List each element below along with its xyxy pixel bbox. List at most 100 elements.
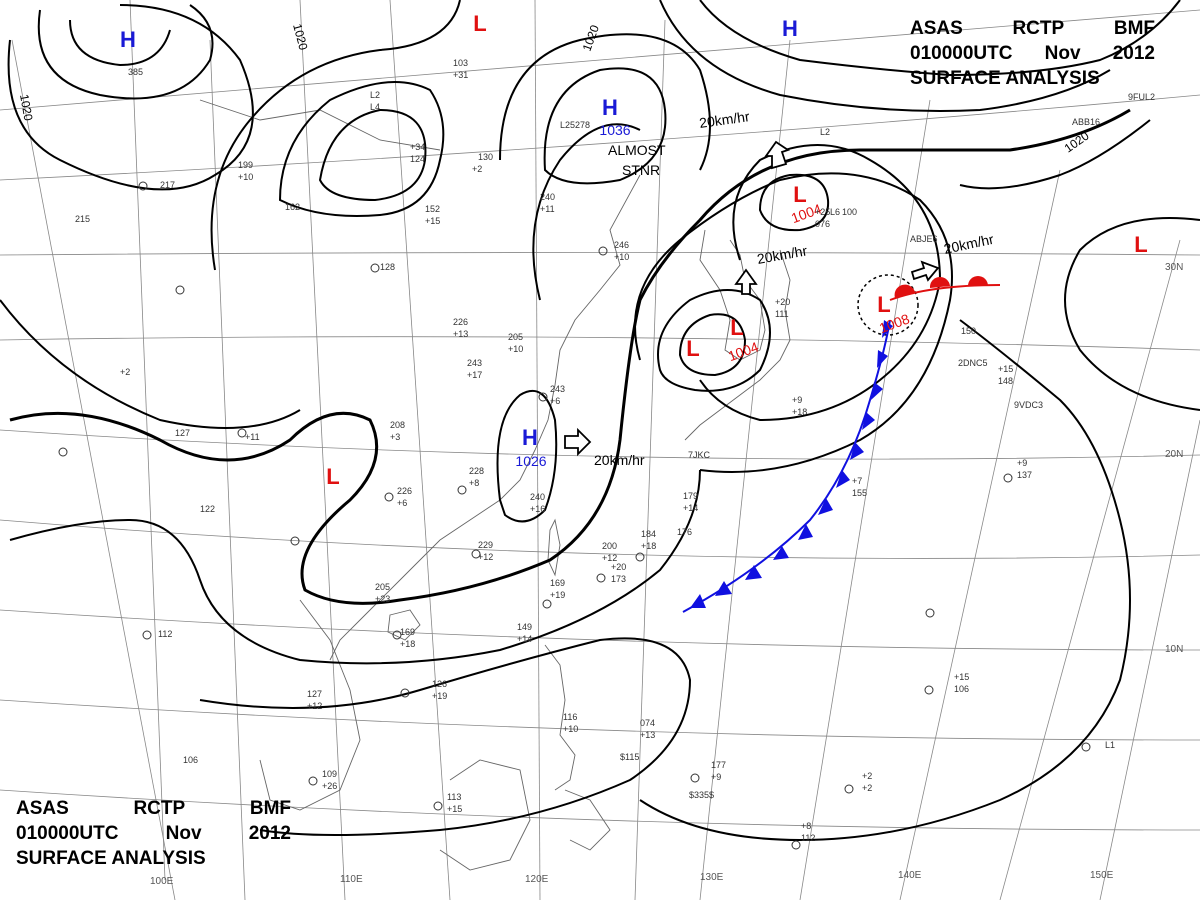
station-report-value: 184 <box>641 529 656 539</box>
warm-front-semicircle <box>968 276 988 286</box>
station-report-value: 240 <box>530 492 545 502</box>
high-center-letter: H <box>602 95 618 120</box>
pressure-centers: H H 1036 H 1026 H L L 1004 L L 1004 L 10… <box>120 11 1148 489</box>
station-report-value: 169 <box>400 627 415 637</box>
station-report-value: 152 <box>425 204 440 214</box>
station-report-value: 122 <box>200 504 215 514</box>
isobar-value-label: 1020 <box>17 93 35 122</box>
isobar <box>959 119 1151 190</box>
station-report-value: +2 <box>120 367 130 377</box>
high-center-value: 1036 <box>599 122 630 138</box>
parallel-5n <box>0 699 1200 741</box>
isobar <box>758 173 830 232</box>
station-report-value: 208 <box>390 420 405 430</box>
station-report-value: +9 <box>1017 458 1027 468</box>
parallel-0 <box>0 789 1200 831</box>
station-report-value: +8 <box>469 478 479 488</box>
station-report-value: 124 <box>410 154 425 164</box>
station-report-value: +18 <box>641 541 656 551</box>
station-report-value: 240 <box>540 192 555 202</box>
latitude-label: 20N <box>1165 449 1183 460</box>
station-report-value: 385 <box>128 67 143 77</box>
meridian-125e <box>634 19 666 901</box>
cold-front-triangle <box>715 581 732 596</box>
station-circle <box>237 428 247 438</box>
station-report-value: +13 <box>640 730 655 740</box>
parallel-30n <box>0 252 1200 256</box>
station-circle <box>924 685 934 695</box>
parallel-25n <box>0 336 1200 351</box>
header-year: 2012 <box>1112 43 1155 64</box>
station-report-value: 173 <box>611 574 626 584</box>
station-report-value: 149 <box>517 622 532 632</box>
cold-front <box>682 319 893 613</box>
station-report-value: L4 <box>370 102 380 112</box>
station-report-value: L2 <box>820 127 830 137</box>
high-center-letter: H <box>120 27 136 52</box>
station-report-value: 076 <box>815 219 830 229</box>
high-center-value: 1026 <box>515 453 546 469</box>
station-report-value: 116 <box>563 712 577 722</box>
station-report-value: 9VDC3 <box>1014 400 1043 410</box>
station-circle <box>175 285 185 295</box>
station-report-value: 127 <box>307 689 322 699</box>
isobar <box>659 0 1111 112</box>
isobar <box>639 319 1131 842</box>
station-report-value: +26 <box>322 781 337 791</box>
station-report-value: 226 <box>453 317 468 327</box>
station-report-value: 130 <box>478 152 493 162</box>
station-report-value: +12 <box>478 552 493 562</box>
header-time: 010000UTC <box>910 43 1013 64</box>
station-circle <box>598 246 608 256</box>
header-agency: ASAS <box>16 798 69 819</box>
station-report-value: 200 <box>602 541 617 551</box>
station-report-value: +14 <box>517 634 532 644</box>
warm-front-semicircle <box>894 284 915 298</box>
low-center-letter: L <box>793 182 806 207</box>
parallel-15n <box>0 519 1200 559</box>
longitude-label: 100E <box>150 876 174 887</box>
station-report-value: 106 <box>183 755 198 765</box>
cold-front-triangle <box>690 594 706 608</box>
meridian-95e <box>11 39 176 901</box>
coast-china-east <box>329 174 641 661</box>
station-circle <box>542 599 552 609</box>
station-report-value: 109 <box>322 769 337 779</box>
station-report-value: 127 <box>175 428 190 438</box>
station-circle <box>138 181 148 191</box>
header-row-3: SURFACE ANALYSIS <box>910 66 1155 91</box>
low-center-letter: L <box>686 336 699 361</box>
station-report-value: +20 <box>611 562 626 572</box>
low-center-letter: L <box>473 11 486 36</box>
station-report-value: +12 <box>602 553 617 563</box>
speed-label: 20km/hr <box>698 108 751 131</box>
isobar <box>318 108 427 202</box>
station-report-value: $335$ <box>689 790 714 800</box>
header-row-1: ASAS RCTP BMF <box>16 796 291 821</box>
station-report-value: +34 <box>410 142 425 152</box>
header-row-3: SURFACE ANALYSIS <box>16 846 291 871</box>
header-bottom: ASAS RCTP BMF 010000UTC Nov 2012 SURFACE… <box>16 796 291 871</box>
station-circle <box>433 801 443 811</box>
annotations: ALMOST STNR 20km/hr 20km/hr 20km/hr 20km… <box>594 108 995 468</box>
coast-indochina <box>259 599 361 811</box>
isobar <box>210 0 461 271</box>
station-circle <box>142 630 152 640</box>
station-report-value: +10 <box>508 344 523 354</box>
station-report-value: +15 <box>425 216 440 226</box>
station-circle <box>384 492 394 502</box>
meridian-140e <box>899 169 1061 901</box>
station-report-value: +11 <box>540 204 555 214</box>
isobar <box>532 123 641 301</box>
meridian-115e <box>389 0 451 901</box>
station-report-value: +6 <box>397 498 407 508</box>
station-reports: 385 103 +31 L2 L4 +34 124 130 +2 L25 278 199 +10 217 1… <box>75 58 1155 843</box>
station-report-value: +15 <box>998 364 1013 374</box>
isobar <box>278 81 445 217</box>
station-report-value: 2DNC5 <box>958 358 988 368</box>
isobar <box>69 19 171 67</box>
station-report-value: 243 <box>467 358 482 368</box>
station-report-value: +15 <box>447 804 462 814</box>
